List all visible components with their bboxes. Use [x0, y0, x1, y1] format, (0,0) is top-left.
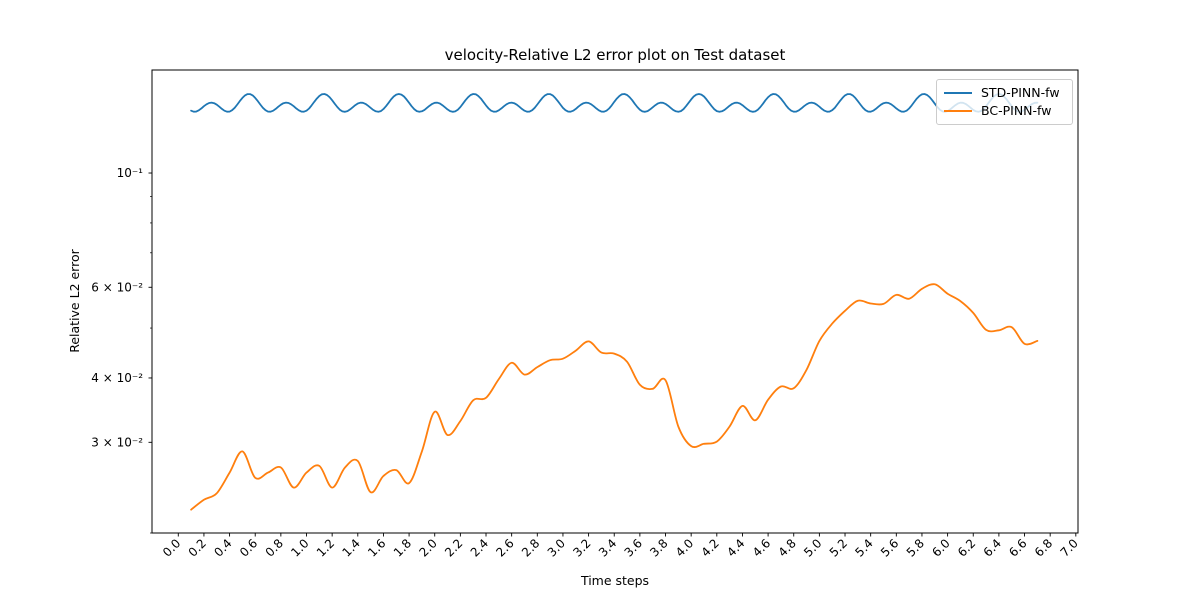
x-tick-label: 0.0 — [160, 536, 183, 559]
x-tick-label: 4.4 — [724, 536, 747, 559]
y-tick-label: 4 × 10⁻² — [91, 371, 143, 385]
legend: STD-PINN-fw BC-PINN-fw — [936, 79, 1073, 125]
x-tick-label: 5.2 — [827, 536, 850, 559]
x-tick-label: 7.0 — [1058, 536, 1081, 559]
x-tick-label: 1.6 — [365, 536, 388, 559]
y-tick-label: 10⁻¹ — [117, 166, 144, 180]
x-tick-label: 3.8 — [647, 536, 670, 559]
x-axis-label: Time steps — [580, 573, 650, 588]
series-std-pinn-fw-line — [190, 93, 1039, 113]
x-tick-label: 1.4 — [340, 536, 363, 559]
y-tick-label: 3 × 10⁻² — [91, 435, 143, 449]
legend-entry-std-pinn-fw: STD-PINN-fw — [944, 84, 1066, 102]
x-tick-label: 4.0 — [673, 536, 696, 559]
x-tick-label: 4.6 — [750, 536, 773, 559]
x-tick-label: 6.6 — [1006, 536, 1029, 559]
legend-label: BC-PINN-fw — [981, 102, 1052, 118]
x-tick-label: 6.8 — [1032, 536, 1055, 559]
x-tick-label: 5.4 — [852, 536, 875, 559]
x-tick-label: 0.8 — [263, 536, 286, 559]
x-tick-label: 3.2 — [570, 536, 593, 559]
x-tick-label: 0.6 — [237, 536, 260, 559]
legend-line-sample-blue — [944, 92, 972, 94]
x-tick-label: 2.4 — [468, 536, 491, 559]
x-tick-label: 5.0 — [801, 536, 824, 559]
x-tick-label: 6.4 — [981, 536, 1004, 559]
legend-label: STD-PINN-fw — [981, 84, 1060, 100]
plot-area-border — [151, 69, 1079, 534]
x-tick-label: 6.2 — [955, 536, 978, 559]
y-axis-label: Relative L2 error — [67, 249, 82, 353]
x-tick-label: 2.2 — [442, 536, 465, 559]
x-tick-label: 2.0 — [416, 536, 439, 559]
x-tick-label: 3.4 — [596, 536, 619, 559]
x-tick-label: 2.6 — [493, 536, 516, 559]
x-tick-label: 6.0 — [929, 536, 952, 559]
legend-entry-bc-pinn-fw: BC-PINN-fw — [944, 102, 1066, 120]
x-tick-label: 5.8 — [904, 536, 927, 559]
x-tick-label: 3.6 — [622, 536, 645, 559]
x-tick-label: 0.2 — [186, 536, 209, 559]
series-bc-pinn-fw-line — [190, 283, 1039, 511]
x-tick-label: 0.4 — [211, 536, 234, 559]
x-tick-label: 2.8 — [519, 536, 542, 559]
x-tick-label: 1.2 — [314, 536, 337, 559]
x-tick-label: 4.8 — [775, 536, 798, 559]
x-tick-label: 4.2 — [699, 536, 722, 559]
legend-line-sample-orange — [944, 110, 972, 112]
x-tick-label: 1.0 — [288, 536, 311, 559]
x-tick-label: 3.0 — [545, 536, 568, 559]
x-tick-label: 1.8 — [391, 536, 414, 559]
x-tick-label: 5.6 — [878, 536, 901, 559]
y-tick-label: 6 × 10⁻² — [91, 280, 143, 294]
chart-title: velocity-Relative L2 error plot on Test … — [444, 46, 786, 64]
